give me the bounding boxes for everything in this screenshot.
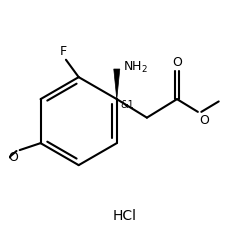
Text: F: F: [60, 45, 67, 58]
Text: O: O: [172, 55, 182, 69]
Polygon shape: [114, 69, 120, 99]
Text: O: O: [9, 151, 18, 164]
Text: HCl: HCl: [113, 209, 137, 223]
Text: NH$_2$: NH$_2$: [122, 60, 148, 75]
Text: O: O: [199, 114, 209, 127]
Text: &1: &1: [120, 100, 134, 110]
